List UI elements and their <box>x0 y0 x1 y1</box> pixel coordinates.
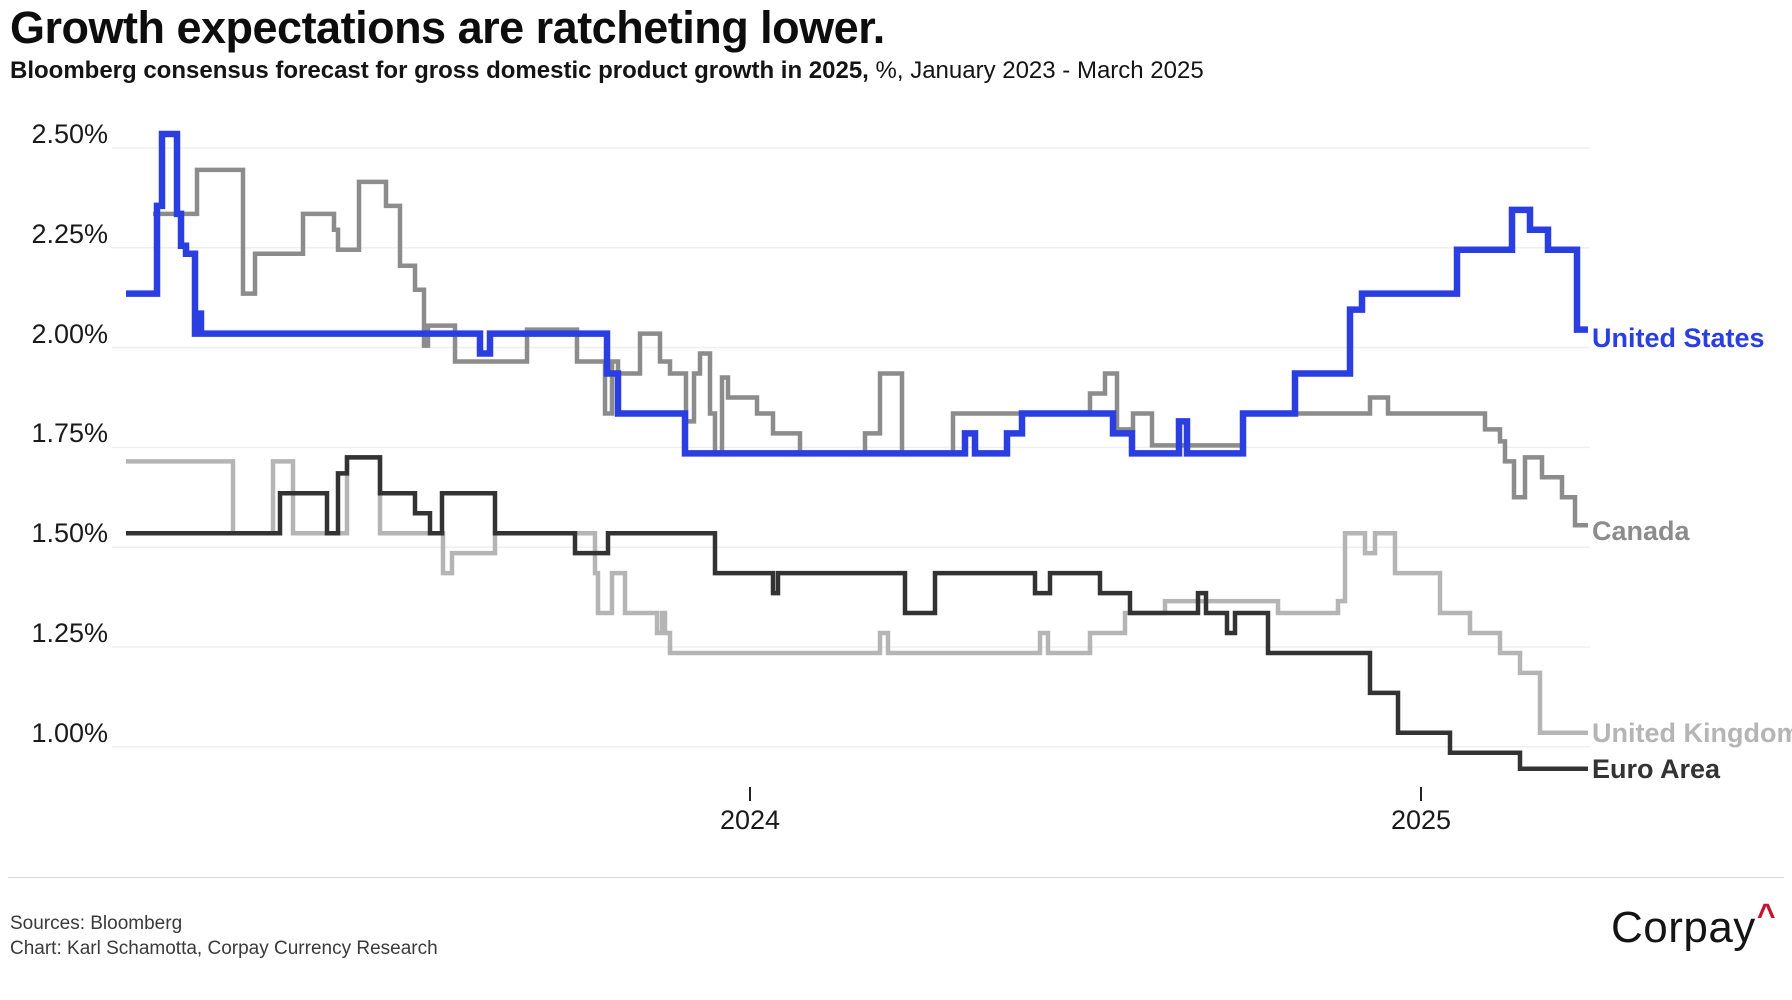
series-line-euro-area <box>126 455 1588 771</box>
x-axis-tick-label: 2024 <box>719 805 781 835</box>
series-label-united-kingdom: United Kingdom <box>1592 718 1792 748</box>
corpay-logo-text: Corpay <box>1610 903 1756 952</box>
y-axis-tick-label: 1.75% <box>31 418 108 449</box>
line-chart-canvas <box>112 130 1590 801</box>
series-line-united-kingdom <box>126 455 1588 736</box>
y-axis-tick-label: 1.50% <box>31 518 108 549</box>
y-axis-tick-label: 2.25% <box>31 218 108 249</box>
y-axis-tick-label: 2.50% <box>31 119 108 149</box>
subtitle-regular-segment: %, January 2023 - March 2025 <box>868 57 1204 84</box>
sources-line: Sources: Bloomberg <box>10 913 183 934</box>
series-label-euro-area: Euro Area <box>1592 754 1721 784</box>
y-axis-tick-label: 1.25% <box>31 618 108 648</box>
y-axis-tick-label: 2.00% <box>31 318 108 349</box>
footer-divider <box>8 877 1784 878</box>
y-axis-tick-label: 1.00% <box>31 717 108 748</box>
series-line-united-states <box>126 130 1588 457</box>
series-label-canada: Canada <box>1592 516 1690 546</box>
footer-credits: Sources: Bloomberg Chart: Karl Schamotta… <box>10 911 438 961</box>
x-axis-tick-label: 2025 <box>1390 805 1452 835</box>
series-line-canada <box>153 167 1588 528</box>
corpay-logo-caret-icon: ^ <box>1756 897 1776 933</box>
chart-credit-line: Chart: Karl Schamotta, Corpay Currency R… <box>10 938 438 959</box>
subtitle-bold-segment: Bloomberg consensus forecast for gross d… <box>10 57 869 84</box>
chart-subtitle: Bloomberg consensus forecast for gross d… <box>10 57 1204 85</box>
corpay-logo: Corpay^ <box>1610 897 1776 953</box>
page-title: Growth expectations are ratcheting lower… <box>10 2 885 53</box>
series-label-united-states: United States <box>1592 323 1765 353</box>
